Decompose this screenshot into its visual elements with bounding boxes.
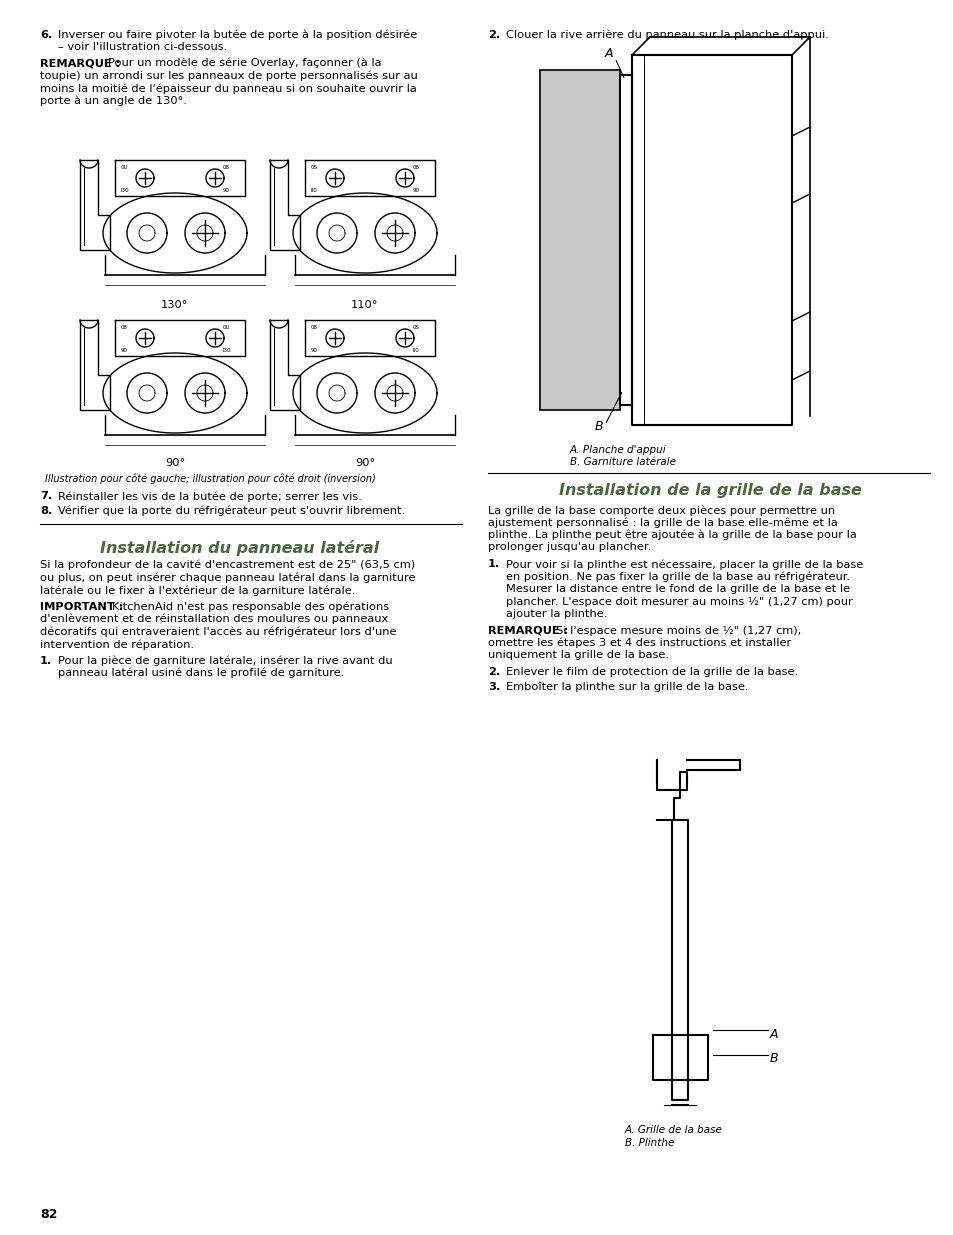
Text: Si la profondeur de la cavité d'encastrement est de 25" (63,5 cm): Si la profondeur de la cavité d'encastre…	[40, 559, 415, 571]
Text: Vérifier que la porte du réfrigérateur peut s'ouvrir librement.: Vérifier que la porte du réfrigérateur p…	[58, 505, 405, 516]
Text: A. Grille de la base: A. Grille de la base	[624, 1125, 722, 1135]
Text: 6.: 6.	[40, 30, 52, 40]
Text: Clouer la rive arrière du panneau sur la planche d'appui.: Clouer la rive arrière du panneau sur la…	[505, 30, 828, 41]
Text: Pour la pièce de garniture latérale, insérer la rive avant du: Pour la pièce de garniture latérale, ins…	[58, 656, 393, 666]
Text: 8.: 8.	[40, 505, 52, 515]
Text: 90: 90	[413, 188, 419, 193]
Text: 0U: 0U	[223, 325, 231, 330]
Text: REMARQUE :: REMARQUE :	[488, 625, 568, 636]
Text: 1.: 1.	[40, 656, 52, 666]
Text: porte à un angle de 130°.: porte à un angle de 130°.	[40, 95, 187, 106]
Text: B: B	[769, 1052, 778, 1066]
Text: B. Garniture latérale: B. Garniture latérale	[569, 457, 676, 467]
Text: Si l'espace mesure moins de ½" (1,27 cm),: Si l'espace mesure moins de ½" (1,27 cm)…	[556, 625, 801, 636]
Text: décoratifs qui entraveraient l'accès au réfrigérateur lors d'une: décoratifs qui entraveraient l'accès au …	[40, 626, 396, 637]
Text: 0S: 0S	[413, 325, 419, 330]
Text: Mesurer la distance entre le fond de la grille de la base et le: Mesurer la distance entre le fond de la …	[505, 584, 849, 594]
Text: 08: 08	[121, 325, 128, 330]
Text: 90°: 90°	[165, 458, 185, 468]
Text: A: A	[769, 1028, 778, 1041]
Text: I30: I30	[121, 188, 130, 193]
Text: Installation de la grille de la base: Installation de la grille de la base	[558, 483, 861, 498]
Text: omettre les étapes 3 et 4 des instructions et installer: omettre les étapes 3 et 4 des instructio…	[488, 638, 790, 648]
Text: KitchenAid n'est pas responsable des opérations: KitchenAid n'est pas responsable des opé…	[112, 601, 389, 613]
Text: Emboîter la plinthe sur la grille de la base.: Emboîter la plinthe sur la grille de la …	[505, 682, 748, 692]
Text: II0: II0	[311, 188, 317, 193]
Text: 2.: 2.	[488, 667, 499, 677]
Text: – voir l'illustration ci-dessous.: – voir l'illustration ci-dessous.	[58, 42, 227, 53]
Text: Pour voir si la plinthe est nécessaire, placer la grille de la base: Pour voir si la plinthe est nécessaire, …	[505, 559, 862, 569]
Text: en position. Ne pas fixer la grille de la base au réfrigérateur.: en position. Ne pas fixer la grille de l…	[505, 572, 849, 582]
Text: plinthe. La plinthe peut être ajoutée à la grille de la base pour la: plinthe. La plinthe peut être ajoutée à …	[488, 530, 856, 541]
Text: latérale ou le fixer à l'extérieur de la garniture latérale.: latérale ou le fixer à l'extérieur de la…	[40, 585, 355, 595]
Text: Illustration pour côté gauche; illustration pour côté droit (inversion): Illustration pour côté gauche; illustrat…	[45, 473, 375, 483]
Text: toupie) un arrondi sur les panneaux de porte personnalisés sur au: toupie) un arrondi sur les panneaux de p…	[40, 70, 417, 82]
Text: 82: 82	[40, 1208, 57, 1221]
Text: La grille de la base comporte deux pièces pour permettre un: La grille de la base comporte deux pièce…	[488, 505, 834, 515]
Text: ou plus, on peut insérer chaque panneau latéral dans la garniture: ou plus, on peut insérer chaque panneau …	[40, 573, 416, 583]
Text: 7.: 7.	[40, 492, 52, 501]
Text: 08: 08	[311, 325, 317, 330]
Text: 110°: 110°	[351, 300, 378, 310]
Text: 130°: 130°	[161, 300, 189, 310]
Text: 0S: 0S	[311, 165, 317, 170]
Text: d'enlèvement et de réinstallation des moulures ou panneaux: d'enlèvement et de réinstallation des mo…	[40, 614, 388, 625]
Polygon shape	[539, 70, 619, 410]
Text: 0U: 0U	[121, 165, 129, 170]
Text: A: A	[604, 47, 613, 61]
Text: 08: 08	[413, 165, 419, 170]
Text: 3.: 3.	[488, 682, 500, 692]
Text: A. Planche d'appui: A. Planche d'appui	[569, 445, 666, 454]
Text: ajustement personnalisé : la grille de la base elle-même et la: ajustement personnalisé : la grille de l…	[488, 517, 837, 529]
Text: Enlever le film de protection de la grille de la base.: Enlever le film de protection de la gril…	[505, 667, 798, 677]
Text: panneau latéral usiné dans le profilé de garniture.: panneau latéral usiné dans le profilé de…	[58, 668, 344, 678]
Text: B. Plinthe: B. Plinthe	[624, 1137, 674, 1149]
Text: 90: 90	[121, 348, 128, 353]
Text: Pour un modèle de série Overlay, façonner (à la: Pour un modèle de série Overlay, façonne…	[108, 58, 381, 68]
Text: 90°: 90°	[355, 458, 375, 468]
Text: B: B	[595, 420, 603, 433]
Text: intervention de réparation.: intervention de réparation.	[40, 638, 193, 650]
Text: I30: I30	[223, 348, 232, 353]
Text: plancher. L'espace doit mesurer au moins ½" (1,27 cm) pour: plancher. L'espace doit mesurer au moins…	[505, 597, 852, 606]
Text: Réinstaller les vis de la butée de porte; serrer les vis.: Réinstaller les vis de la butée de porte…	[58, 492, 361, 501]
Text: uniquement la grille de la base.: uniquement la grille de la base.	[488, 651, 668, 661]
Text: 1.: 1.	[488, 559, 499, 569]
Text: 2.: 2.	[488, 30, 499, 40]
Text: ajouter la plinthe.: ajouter la plinthe.	[505, 609, 607, 619]
Text: 08: 08	[223, 165, 230, 170]
Text: REMARQUE :: REMARQUE :	[40, 58, 120, 68]
Text: II0: II0	[413, 348, 419, 353]
Text: 90: 90	[223, 188, 230, 193]
Text: Installation du panneau latéral: Installation du panneau latéral	[100, 540, 379, 556]
Text: Inverser ou faire pivoter la butée de porte à la position désirée: Inverser ou faire pivoter la butée de po…	[58, 30, 416, 41]
Text: moins la moitié de l'épaisseur du panneau si on souhaite ouvrir la: moins la moitié de l'épaisseur du pannea…	[40, 83, 416, 94]
Text: IMPORTANT :: IMPORTANT :	[40, 601, 123, 611]
Text: prolonger jusqu'au plancher.: prolonger jusqu'au plancher.	[488, 542, 651, 552]
Text: 90: 90	[311, 348, 317, 353]
